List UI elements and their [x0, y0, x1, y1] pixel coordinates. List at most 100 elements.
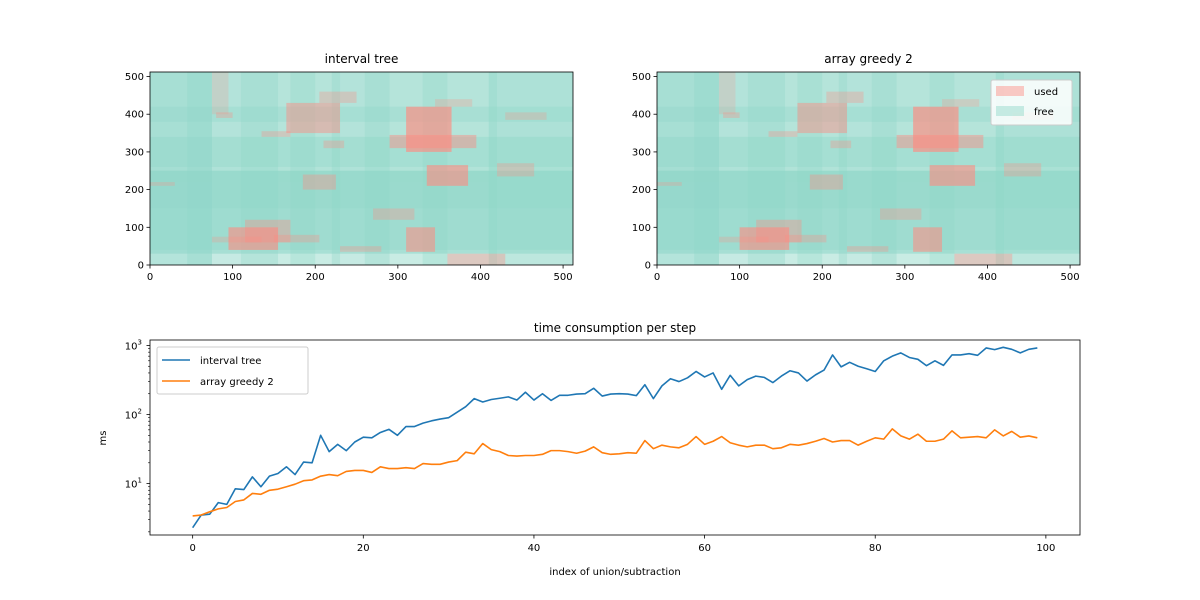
line-chart-legend: interval tree array greedy 2 — [156, 346, 309, 395]
series-line-array-greedy-2 — [192, 428, 1038, 517]
legend-label-free: free — [1034, 107, 1054, 118]
used-region — [657, 182, 682, 186]
y-tick-label: 0 — [645, 261, 651, 272]
y-tick-label: 300 — [125, 147, 144, 158]
used-region — [406, 106, 452, 152]
free-region — [657, 170, 1080, 254]
line-chart-series — [191, 346, 1038, 529]
used-region — [797, 102, 848, 134]
x-tick-label: 0 — [147, 272, 153, 283]
y-tick-label: 200 — [125, 185, 144, 196]
x-tick-label: 60 — [698, 543, 711, 554]
y-tick-label: 500 — [632, 72, 651, 83]
free-region — [150, 170, 573, 254]
legend-label-interval-tree: interval tree — [200, 356, 261, 367]
legend-swatch-free — [996, 106, 1024, 116]
heatmap-cells — [657, 72, 1080, 265]
x-tick-label: 400 — [471, 272, 490, 283]
x-tick-label: 0 — [654, 272, 660, 283]
y-tick-label: 102 — [125, 408, 142, 422]
used-region — [826, 91, 864, 103]
y-tick-label: 101 — [125, 477, 142, 491]
used-region — [319, 91, 357, 103]
used-region — [245, 219, 291, 243]
plot-frame — [656, 71, 1081, 266]
used-region — [942, 99, 980, 107]
used-region — [273, 234, 320, 243]
x-tick-label: 200 — [813, 272, 832, 283]
free-region — [797, 72, 848, 265]
free-region — [150, 219, 573, 250]
free-region — [657, 219, 1080, 250]
used-region — [323, 140, 345, 149]
used-region — [447, 253, 506, 265]
free-region — [657, 136, 1080, 183]
used-region — [809, 174, 843, 190]
x-tick-label: 400 — [978, 272, 997, 283]
used-region — [913, 227, 943, 252]
free-region — [150, 106, 573, 167]
x-axis-label: index of union/subtraction — [549, 567, 680, 578]
heatmap-panel-array-greedy-2: 0 100 200 300 400 500 0 100 200 300 400 500 array g… — [632, 52, 1081, 283]
line-chart-axes: 0 20 40 60 80 100 101 102 103 — [125, 338, 1081, 554]
y-tick-label: 300 — [632, 147, 651, 158]
x-tick-label: 0 — [189, 543, 195, 554]
series-line-interval-tree — [191, 346, 1038, 529]
plot-frame — [149, 71, 574, 266]
x-tick-label: 80 — [869, 543, 882, 554]
used-region — [847, 246, 889, 252]
used-region — [505, 112, 547, 120]
free-region — [657, 170, 1080, 209]
used-region — [373, 208, 415, 220]
heatmap-axes: 0 100 200 300 400 500 0 100 200 300 400 500 — [125, 71, 574, 283]
y-axis-label: ms — [98, 431, 109, 446]
free-region — [657, 72, 719, 265]
plot-frame — [149, 339, 1081, 536]
used-region — [756, 219, 802, 243]
x-tick-label: 300 — [388, 272, 407, 283]
y-tick-label: 500 — [125, 72, 144, 83]
y-tick-label: 400 — [125, 110, 144, 121]
used-region — [1003, 163, 1042, 177]
free-region — [150, 136, 573, 183]
used-region — [406, 227, 436, 252]
y-tick-label: 400 — [632, 110, 651, 121]
used-region — [302, 174, 336, 190]
used-region — [435, 99, 473, 107]
line-chart-panel: 0 20 40 60 80 100 101 102 103 time consumption p… — [98, 321, 1081, 578]
free-region — [150, 72, 212, 265]
y-tick-label: 100 — [125, 223, 144, 234]
used-region — [211, 72, 229, 115]
line-chart-title: time consumption per step — [534, 321, 696, 335]
free-region — [290, 72, 341, 265]
used-region — [261, 131, 291, 137]
y-tick-label: 0 — [138, 261, 144, 272]
used-region — [718, 236, 769, 243]
used-region — [150, 182, 175, 186]
used-region — [785, 234, 827, 243]
used-region — [913, 106, 959, 152]
x-tick-label: 100 — [1036, 543, 1055, 554]
x-tick-label: 200 — [306, 272, 325, 283]
used-region — [211, 236, 262, 243]
used-region — [880, 208, 922, 220]
x-tick-label: 20 — [357, 543, 370, 554]
x-tick-label: 100 — [223, 272, 242, 283]
used-region — [286, 102, 341, 134]
legend-label-used: used — [1034, 87, 1058, 98]
used-region — [718, 72, 736, 115]
used-region — [929, 165, 976, 186]
y-tick-label: 103 — [125, 338, 142, 352]
used-region — [830, 140, 852, 149]
free-region — [150, 182, 573, 220]
heatmap-title: array greedy 2 — [824, 52, 913, 66]
used-region — [723, 112, 740, 118]
heatmap-title: interval tree — [325, 52, 399, 66]
x-tick-label: 500 — [554, 272, 573, 283]
free-region — [150, 170, 573, 209]
free-region — [331, 72, 390, 265]
used-region — [768, 131, 798, 137]
x-tick-label: 500 — [1061, 272, 1080, 283]
free-region — [488, 72, 573, 265]
